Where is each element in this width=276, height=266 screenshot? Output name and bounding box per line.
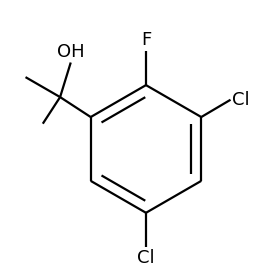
Text: OH: OH	[57, 43, 84, 61]
Text: Cl: Cl	[232, 91, 250, 109]
Text: Cl: Cl	[137, 249, 155, 266]
Text: F: F	[141, 31, 151, 49]
